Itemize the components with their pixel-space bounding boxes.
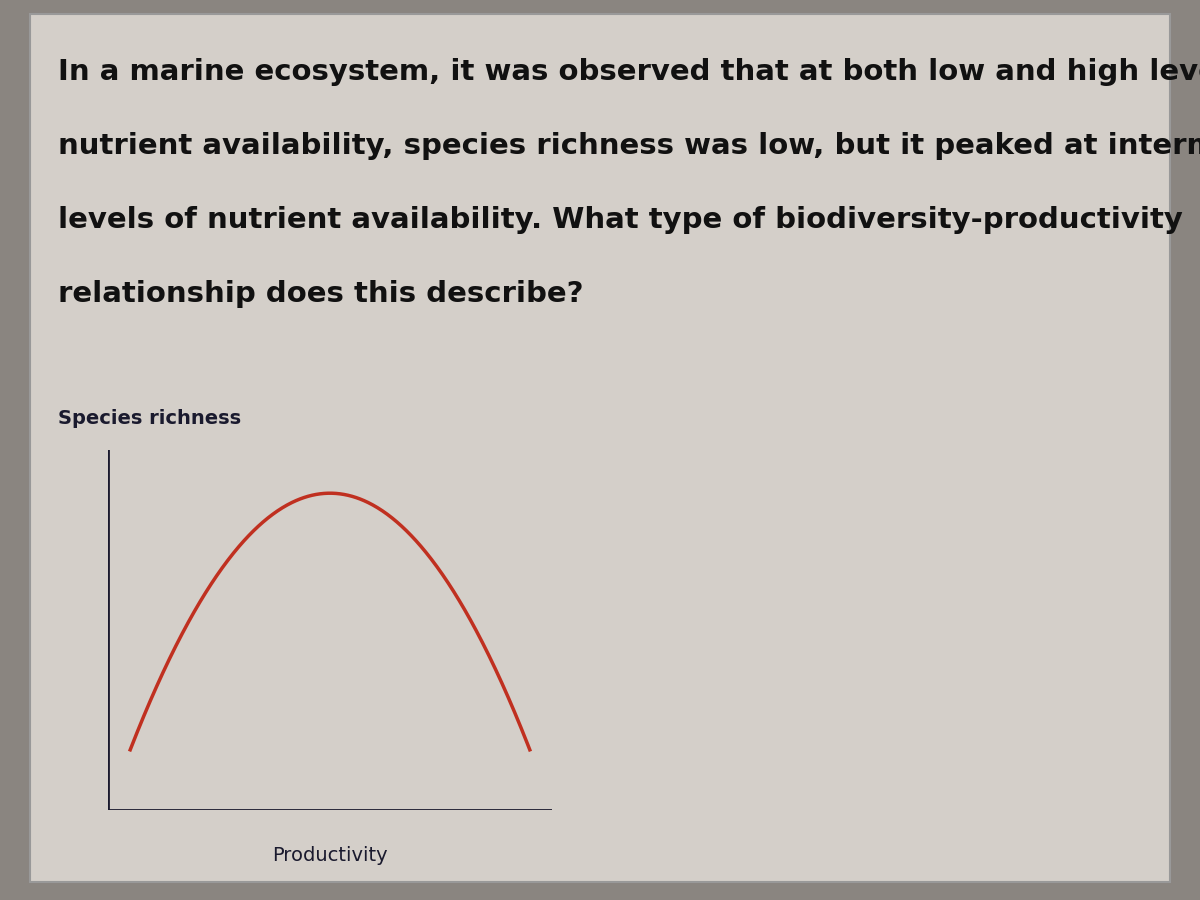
Text: Productivity: Productivity (272, 846, 388, 865)
Text: levels of nutrient availability. What type of biodiversity-productivity: levels of nutrient availability. What ty… (58, 206, 1182, 234)
Text: Species richness: Species richness (58, 410, 241, 428)
Text: relationship does this describe?: relationship does this describe? (58, 280, 583, 308)
Text: nutrient availability, species richness was low, but it peaked at intermediate: nutrient availability, species richness … (58, 132, 1200, 160)
Text: In a marine ecosystem, it was observed that at both low and high levels of: In a marine ecosystem, it was observed t… (58, 58, 1200, 86)
FancyBboxPatch shape (30, 14, 1170, 882)
